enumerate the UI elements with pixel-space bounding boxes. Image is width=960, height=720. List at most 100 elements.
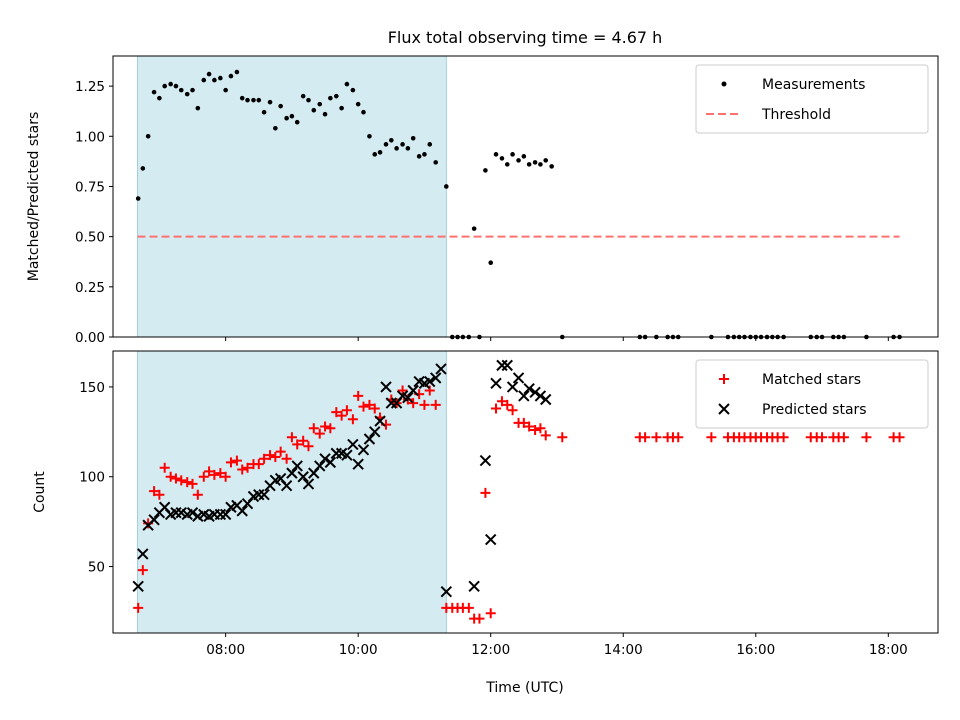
data-point bbox=[314, 460, 326, 472]
data-point bbox=[510, 152, 515, 157]
data-point bbox=[407, 384, 419, 397]
data-point bbox=[236, 505, 248, 517]
data-point bbox=[300, 93, 306, 99]
data-point bbox=[357, 444, 370, 456]
legend-box bbox=[695, 64, 929, 134]
y-tick-label: 100 bbox=[79, 470, 105, 486]
data-point bbox=[504, 162, 510, 167]
data-point bbox=[651, 432, 662, 443]
data-point bbox=[137, 548, 149, 560]
data-point bbox=[496, 359, 508, 372]
data-point bbox=[557, 432, 568, 443]
data-point bbox=[253, 459, 264, 470]
legend-swatch bbox=[721, 81, 727, 87]
data-point bbox=[369, 403, 380, 414]
data-point bbox=[496, 396, 507, 407]
data-point bbox=[270, 451, 281, 462]
data-point bbox=[168, 81, 173, 87]
data-point bbox=[195, 105, 201, 111]
data-point bbox=[322, 111, 328, 117]
legend-entry: Threshold bbox=[761, 107, 831, 123]
data-point bbox=[317, 101, 323, 107]
data-point bbox=[491, 403, 502, 414]
y-axis-label: Matched/Predicted stars bbox=[26, 112, 42, 282]
data-point bbox=[512, 372, 525, 384]
legend: Measurements Threshold bbox=[695, 64, 929, 134]
data-point bbox=[280, 480, 293, 492]
data-point bbox=[529, 386, 541, 399]
data-point bbox=[380, 381, 392, 393]
series-predicted-stars bbox=[132, 359, 552, 598]
data-point bbox=[549, 164, 554, 169]
data-point bbox=[369, 426, 381, 438]
data-point bbox=[518, 390, 530, 402]
data-point bbox=[204, 466, 215, 477]
panel-ratio: 0.00 0.25 0.50 0.75 1.00 1.25 Matched/Predicte… bbox=[26, 55, 939, 346]
data-point bbox=[367, 133, 372, 139]
data-point bbox=[377, 150, 383, 155]
data-point bbox=[524, 421, 535, 432]
data-point bbox=[319, 453, 331, 465]
data-point bbox=[424, 375, 436, 388]
data-point bbox=[192, 489, 203, 500]
data-point bbox=[261, 109, 267, 115]
y-tick-label: 0.00 bbox=[75, 330, 105, 346]
data-point bbox=[297, 471, 309, 483]
data-point bbox=[534, 390, 547, 402]
legend: Matched stars Predicted stars bbox=[695, 359, 929, 429]
data-point bbox=[502, 399, 513, 410]
legend-entry: Predicted stars bbox=[762, 402, 867, 418]
data-point bbox=[419, 399, 430, 410]
data-point bbox=[361, 109, 366, 115]
data-point bbox=[341, 449, 353, 461]
data-point bbox=[215, 468, 226, 479]
data-point bbox=[523, 383, 535, 395]
data-point bbox=[894, 432, 905, 443]
data-point bbox=[135, 196, 141, 201]
data-point bbox=[294, 119, 300, 125]
shaded-observing-window bbox=[137, 55, 447, 338]
data-point bbox=[148, 514, 160, 526]
data-point bbox=[480, 487, 491, 498]
data-point bbox=[284, 115, 289, 121]
data-point bbox=[347, 414, 358, 425]
x-tick-label: 10:00 bbox=[339, 642, 378, 658]
data-point bbox=[485, 608, 496, 619]
data-point bbox=[402, 391, 414, 404]
y-tick-label: 0.25 bbox=[75, 280, 105, 296]
data-point bbox=[339, 105, 344, 111]
data-point bbox=[493, 152, 499, 157]
data-point bbox=[281, 453, 292, 464]
data-point bbox=[353, 390, 364, 401]
data-point bbox=[516, 158, 521, 163]
data-point bbox=[306, 97, 311, 103]
data-point bbox=[383, 142, 389, 147]
data-point bbox=[499, 156, 505, 161]
data-point bbox=[861, 432, 872, 443]
data-point bbox=[344, 81, 350, 87]
data-point bbox=[242, 462, 253, 473]
data-point bbox=[410, 135, 416, 141]
axes-frame bbox=[112, 55, 939, 338]
data-point bbox=[182, 477, 193, 488]
data-point bbox=[225, 457, 236, 468]
y-tick-label: 0.50 bbox=[75, 230, 105, 246]
data-point bbox=[389, 138, 394, 143]
data-point bbox=[540, 393, 552, 406]
data-point bbox=[234, 69, 240, 75]
data-point bbox=[237, 464, 248, 475]
data-point bbox=[331, 407, 342, 418]
x-tick-label: 12:00 bbox=[471, 642, 510, 658]
data-point bbox=[427, 142, 433, 147]
data-point bbox=[220, 471, 231, 482]
legend-box bbox=[695, 359, 929, 429]
data-point bbox=[532, 160, 538, 165]
data-point bbox=[334, 93, 339, 99]
y-tick-label: 50 bbox=[88, 560, 105, 576]
data-point bbox=[251, 97, 256, 103]
data-point bbox=[521, 154, 527, 159]
data-point bbox=[364, 399, 375, 410]
data-point bbox=[132, 580, 144, 593]
data-point bbox=[286, 432, 297, 443]
data-point bbox=[526, 162, 532, 167]
